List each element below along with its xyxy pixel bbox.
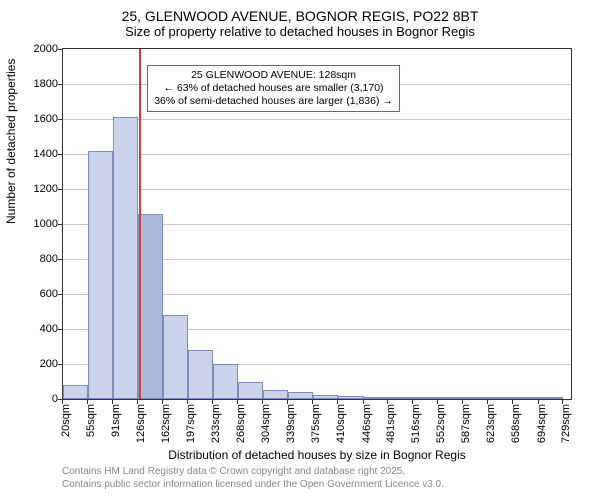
title-sub: Size of property relative to detached ho…: [0, 24, 600, 43]
histogram-bar: [163, 315, 188, 399]
footer-line1: Contains HM Land Registry data © Crown c…: [62, 466, 444, 479]
y-tick-mark: [58, 189, 63, 190]
x-tick-label: 91sqm: [110, 404, 122, 454]
x-tick-label: 20sqm: [60, 404, 72, 454]
histogram-bar: [238, 382, 263, 400]
x-tick-label: 339sqm: [285, 404, 297, 454]
x-tick-label: 552sqm: [435, 404, 447, 454]
y-tick-mark: [58, 49, 63, 50]
histogram-bar: [213, 364, 238, 399]
x-tick-label: 658sqm: [510, 404, 522, 454]
x-tick-label: 410sqm: [335, 404, 347, 454]
x-tick-label: 587sqm: [460, 404, 472, 454]
y-tick-label: 1600: [22, 113, 58, 125]
histogram-bar: [263, 390, 288, 399]
x-tick-label: 516sqm: [410, 404, 422, 454]
x-tick-label: 729sqm: [560, 404, 572, 454]
y-tick-label: 2000: [22, 43, 58, 55]
y-tick-mark: [58, 84, 63, 85]
footer-line2: Contains public sector information licen…: [62, 479, 444, 492]
annotation-line: ← 63% of detached houses are smaller (3,…: [154, 82, 393, 95]
histogram-bar: [188, 350, 213, 399]
marker-line: [139, 49, 141, 399]
annotation-line: 36% of semi-detached houses are larger (…: [154, 95, 393, 108]
x-tick-label: 162sqm: [160, 404, 172, 454]
title-main: 25, GLENWOOD AVENUE, BOGNOR REGIS, PO22 …: [0, 0, 600, 24]
histogram-bar: [63, 385, 88, 399]
chart-container: 25, GLENWOOD AVENUE, BOGNOR REGIS, PO22 …: [0, 0, 600, 500]
x-tick-label: 268sqm: [235, 404, 247, 454]
y-tick-label: 200: [22, 358, 58, 370]
histogram-bar: [88, 151, 113, 400]
y-tick-label: 400: [22, 323, 58, 335]
y-tick-mark: [58, 119, 63, 120]
y-tick-mark: [58, 294, 63, 295]
x-tick-label: 481sqm: [385, 404, 397, 454]
y-tick-label: 1200: [22, 183, 58, 195]
histogram-bar: [138, 214, 163, 400]
y-tick-mark: [58, 329, 63, 330]
histogram-bar: [288, 392, 313, 399]
annotation-line: 25 GLENWOOD AVENUE: 128sqm: [154, 69, 393, 82]
y-tick-label: 1800: [22, 78, 58, 90]
x-tick-label: 446sqm: [361, 404, 373, 454]
plot-area: 25 GLENWOOD AVENUE: 128sqm← 63% of detac…: [62, 48, 572, 400]
y-tick-mark: [58, 224, 63, 225]
footer: Contains HM Land Registry data © Crown c…: [62, 466, 444, 491]
x-tick-label: 694sqm: [536, 404, 548, 454]
histogram-bar: [113, 117, 138, 399]
x-tick-label: 126sqm: [135, 404, 147, 454]
x-axis-title: Distribution of detached houses by size …: [62, 448, 572, 462]
y-tick-mark: [58, 154, 63, 155]
y-tick-label: 800: [22, 253, 58, 265]
x-tick-label: 197sqm: [185, 404, 197, 454]
y-tick-mark: [58, 259, 63, 260]
y-axis-title-text: Number of detached properties: [4, 59, 18, 224]
y-tick-label: 0: [22, 393, 58, 405]
x-tick-label: 375sqm: [310, 404, 322, 454]
y-tick-mark: [58, 364, 63, 365]
x-tick-label: 233sqm: [210, 404, 222, 454]
x-tick-label: 55sqm: [85, 404, 97, 454]
y-tick-label: 600: [22, 288, 58, 300]
y-tick-label: 1000: [22, 218, 58, 230]
x-tick-label: 304sqm: [260, 404, 272, 454]
y-tick-label: 1400: [22, 148, 58, 160]
x-tick-label: 623sqm: [485, 404, 497, 454]
annotation-box: 25 GLENWOOD AVENUE: 128sqm← 63% of detac…: [147, 65, 400, 112]
y-axis-title: Number of detached properties: [4, 59, 18, 224]
